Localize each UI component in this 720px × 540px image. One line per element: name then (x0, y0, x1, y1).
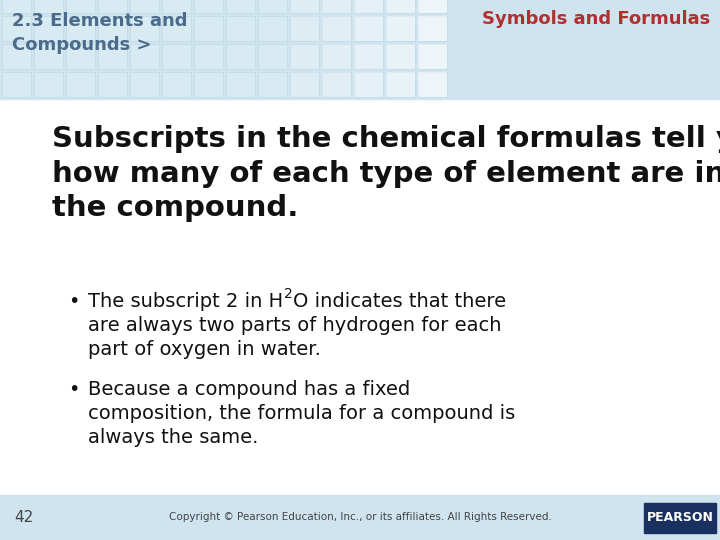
Text: 2: 2 (284, 287, 293, 301)
Text: part of oxygen in water.: part of oxygen in water. (88, 340, 321, 359)
Bar (386, 44, 415, 69)
Text: always the same.: always the same. (88, 428, 258, 447)
Bar (322, 16, 351, 41)
Bar (354, 0, 383, 13)
Bar (418, 44, 447, 69)
Bar (290, 16, 319, 41)
Bar (418, 72, 447, 97)
Bar (354, 16, 383, 41)
Bar (0, 99, 720, 495)
Bar (130, 0, 159, 13)
Bar (162, 16, 191, 41)
Bar (258, 0, 287, 13)
Bar (162, 44, 191, 69)
Bar (226, 16, 255, 41)
Bar (322, 72, 351, 97)
Bar (34, 0, 63, 13)
Bar (322, 0, 351, 13)
Bar (322, 44, 351, 69)
Text: 42: 42 (14, 510, 33, 525)
Bar (226, 72, 255, 97)
Bar (66, 0, 95, 13)
Bar (418, 72, 447, 97)
Bar (34, 16, 63, 41)
Bar (2, 72, 31, 97)
Bar (194, 72, 223, 97)
Bar (386, 0, 415, 13)
Bar (386, 44, 415, 69)
Bar (418, 16, 447, 41)
Text: PEARSON: PEARSON (647, 511, 714, 524)
Bar (290, 0, 319, 13)
Bar (322, 44, 351, 69)
Bar (130, 72, 159, 97)
Bar (226, 0, 255, 13)
Bar (386, 72, 415, 97)
Text: Subscripts in the chemical formulas tell you
how many of each type of element ar: Subscripts in the chemical formulas tell… (52, 125, 720, 222)
Bar (418, 16, 447, 41)
Bar (354, 72, 383, 97)
Bar (290, 72, 319, 97)
Bar (386, 0, 415, 13)
Bar (66, 72, 95, 97)
Bar (2, 44, 31, 69)
Bar (162, 72, 191, 97)
Text: are always two parts of hydrogen for each: are always two parts of hydrogen for eac… (88, 316, 502, 335)
Bar (162, 0, 191, 13)
Bar (98, 72, 127, 97)
Bar (418, 0, 447, 13)
Bar (418, 0, 447, 13)
Bar (354, 72, 383, 97)
Text: •: • (68, 292, 79, 311)
Bar (354, 0, 383, 13)
Bar (98, 44, 127, 69)
Bar (2, 16, 31, 41)
Bar (0, 495, 720, 540)
Bar (386, 16, 415, 41)
Bar (194, 16, 223, 41)
Bar (258, 72, 287, 97)
Bar (258, 44, 287, 69)
Bar (290, 0, 319, 13)
Bar (290, 44, 319, 69)
Bar (0, 0, 720, 99)
Bar (34, 44, 63, 69)
Text: •: • (68, 380, 79, 399)
Bar (290, 44, 319, 69)
Bar (354, 16, 383, 41)
Bar (98, 0, 127, 13)
Text: O indicates that there: O indicates that there (293, 292, 506, 311)
Bar (194, 0, 223, 13)
Bar (644, 503, 716, 532)
Bar (194, 44, 223, 69)
Bar (34, 72, 63, 97)
Bar (386, 16, 415, 41)
Bar (354, 44, 383, 69)
Text: composition, the formula for a compound is: composition, the formula for a compound … (88, 404, 516, 423)
Bar (66, 44, 95, 69)
Bar (258, 16, 287, 41)
Bar (66, 16, 95, 41)
Bar (322, 0, 351, 13)
Bar (322, 16, 351, 41)
Bar (418, 44, 447, 69)
Bar (290, 16, 319, 41)
Bar (354, 44, 383, 69)
Bar (98, 16, 127, 41)
Bar (226, 44, 255, 69)
Bar (130, 16, 159, 41)
Bar (2, 0, 31, 13)
Text: Copyright © Pearson Education, Inc., or its affiliates. All Rights Reserved.: Copyright © Pearson Education, Inc., or … (168, 512, 552, 523)
Text: Because a compound has a fixed: Because a compound has a fixed (88, 380, 410, 399)
Bar (130, 44, 159, 69)
Text: The subscript 2 in H: The subscript 2 in H (88, 292, 283, 311)
Bar (290, 72, 319, 97)
Text: Symbols and Formulas: Symbols and Formulas (482, 10, 710, 28)
Text: 2.3 Elements and
Compounds >: 2.3 Elements and Compounds > (12, 12, 187, 55)
Bar (322, 72, 351, 97)
Bar (386, 72, 415, 97)
